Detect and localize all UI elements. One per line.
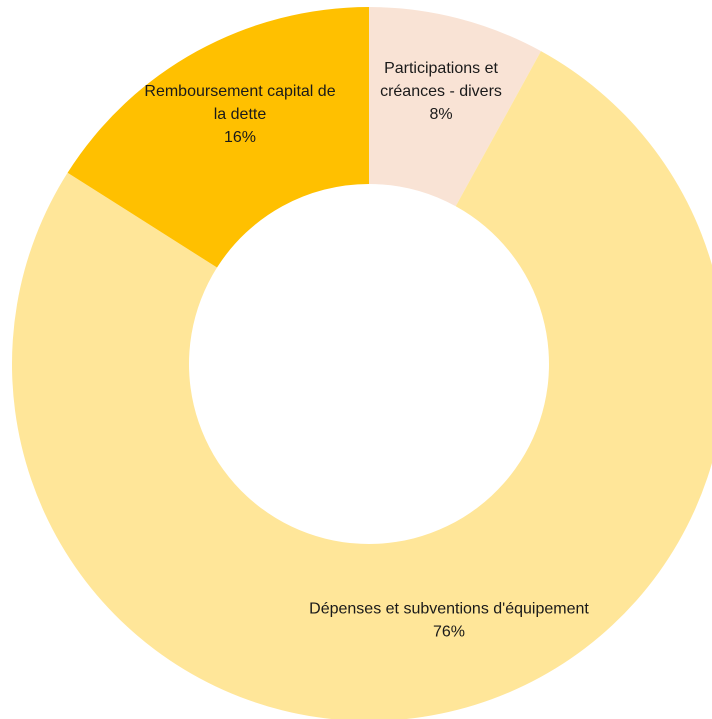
donut-slice-0	[369, 7, 541, 207]
slice-percent-1: 76%	[433, 624, 465, 641]
donut-slice-2	[67, 7, 370, 268]
donut-slices	[12, 7, 712, 719]
slice-label-2-line-0: Remboursement capital de	[144, 83, 335, 100]
slice-label-2-line-1: la dette	[214, 106, 267, 123]
donut-labels: Participations et créances - divers 8% Dépe…	[144, 60, 589, 641]
donut-slice-1	[12, 51, 712, 719]
slice-label-0-line-1: créances - divers	[380, 83, 502, 100]
slice-percent-2: 16%	[224, 129, 256, 146]
slice-label-1-line-0: Dépenses et subventions d'équipement	[309, 601, 589, 618]
slice-label-0-line-0: Participations et	[384, 60, 498, 77]
slice-percent-0: 8%	[429, 106, 452, 123]
